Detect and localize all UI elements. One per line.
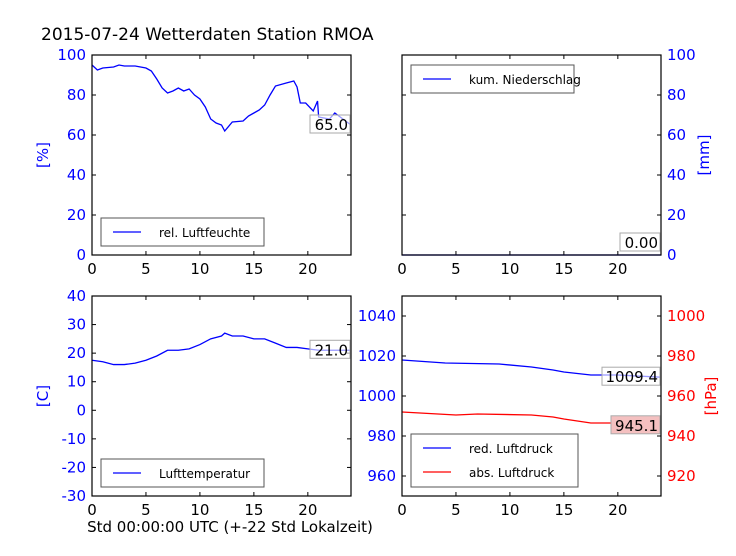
y-tick-label: 60	[667, 126, 686, 144]
panel-pressure: 0 5 10 15 20 960 980 1000 1020 1040 920 940 960 980 10…	[358, 295, 720, 519]
y-axis-label: [C]	[34, 385, 52, 407]
y-tick-label: 0	[76, 401, 86, 419]
value-annotation: 1009.4	[606, 368, 659, 386]
x-tick-label: 10	[500, 260, 519, 278]
value-annotation: 0.00	[625, 234, 658, 252]
x-tick-label: 5	[141, 501, 151, 519]
legend-label: abs. Luftdruck	[469, 466, 554, 480]
y-tick-label: 100	[667, 46, 696, 64]
figure-title: 2015-07-24 Wetterdaten Station RMOA	[41, 25, 374, 45]
series-line-rel-luftfeuchte	[91, 64, 352, 133]
panel-humidity: 0 5 10 15 20 0 20 40 60 80 100 [%] 65.0 rel. Luftfeuc…	[34, 46, 352, 278]
series-line-lufttemperatur	[91, 332, 351, 366]
y-tick-label: -20	[62, 458, 87, 476]
y-tick-label: 40	[667, 166, 686, 184]
value-annotation-box	[610, 415, 661, 435]
x-tick-label: 10	[500, 501, 519, 519]
legend-box	[100, 217, 265, 247]
x-tick-label: 0	[87, 501, 97, 519]
legend-label: red. Luftdruck	[469, 442, 553, 456]
legend-box	[410, 433, 579, 488]
axes-frame	[91, 54, 352, 256]
y-tick-label: 80	[67, 86, 86, 104]
series-line-abs-luftdruck	[401, 411, 662, 427]
y-tick-label: 20	[67, 206, 86, 224]
y-tick-label: 1040	[358, 307, 396, 325]
y-tick-label: 80	[667, 86, 686, 104]
value-annotation: 65.0	[315, 116, 348, 134]
x-tick-label: 20	[298, 260, 317, 278]
x-tick-label: 10	[190, 501, 209, 519]
value-annotation-box	[309, 339, 351, 359]
y-axis-label: [mm]	[695, 135, 713, 176]
x-tick-label: 0	[397, 501, 407, 519]
y-tick-label: 30	[67, 316, 86, 334]
y-tick-label: 40	[67, 166, 86, 184]
axes-frame	[91, 295, 352, 497]
x-tick-label: 5	[451, 501, 461, 519]
x-tick-label: 20	[298, 501, 317, 519]
y-tick-label: 10	[67, 373, 86, 391]
y-tick-label: 1000	[358, 387, 396, 405]
y-right-tick-label: 940	[667, 427, 696, 445]
value-annotation: 21.0	[315, 341, 348, 359]
y-axis-label: [%]	[34, 142, 52, 168]
x-tick-label: 15	[554, 260, 573, 278]
axes-frame	[401, 295, 662, 497]
y-tick-label: -10	[62, 430, 87, 448]
y-tick-label: 60	[67, 126, 86, 144]
y-axis-label: [hPa]	[702, 377, 720, 416]
x-tick-label: 10	[190, 260, 209, 278]
panel-precip: 0 5 10 15 20 0 20 40 60 80 100 [mm] 0.00 kum. Nieders…	[397, 46, 713, 278]
y-tick-label: 20	[667, 206, 686, 224]
panel-temperature: 0 5 10 15 20 -30 -20 -10 0 10 20 30 40 [C] 21.0 Lufttem…	[34, 287, 352, 519]
value-annotation-right: 945.1	[615, 417, 658, 435]
x-axis-label: Std 00:00:00 UTC (+-22 Std Lokalzeit)	[87, 518, 373, 536]
y-tick-label: 960	[367, 467, 396, 485]
x-tick-label: 20	[608, 260, 627, 278]
value-annotation-box	[601, 366, 661, 386]
y-tick-label: 40	[67, 287, 86, 305]
legend-label: Lufttemperatur	[159, 467, 250, 481]
y-right-tick-label: 960	[667, 387, 696, 405]
y-tick-label: -30	[62, 487, 87, 505]
y-tick-label: 100	[57, 46, 86, 64]
x-tick-label: 5	[451, 260, 461, 278]
value-annotation-box	[309, 114, 351, 134]
y-tick-label: 20	[67, 344, 86, 362]
x-tick-label: 15	[244, 501, 263, 519]
value-annotation-box	[619, 232, 661, 252]
x-tick-label: 5	[141, 260, 151, 278]
x-tick-label: 15	[244, 260, 263, 278]
legend-label: kum. Niederschlag	[469, 73, 581, 87]
axes-frame	[401, 54, 662, 256]
y-tick-label: 0	[76, 246, 86, 264]
x-tick-label: 0	[87, 260, 97, 278]
legend-label: rel. Luftfeuchte	[159, 226, 250, 240]
y-right-tick-label: 980	[667, 347, 696, 365]
y-right-tick-label: 1000	[667, 307, 705, 325]
x-tick-label: 20	[608, 501, 627, 519]
y-right-tick-label: 920	[667, 467, 696, 485]
y-tick-label: 0	[667, 246, 677, 264]
x-tick-label: 0	[397, 260, 407, 278]
y-tick-label: 980	[367, 427, 396, 445]
y-tick-label: 1020	[358, 347, 396, 365]
x-tick-label: 15	[554, 501, 573, 519]
